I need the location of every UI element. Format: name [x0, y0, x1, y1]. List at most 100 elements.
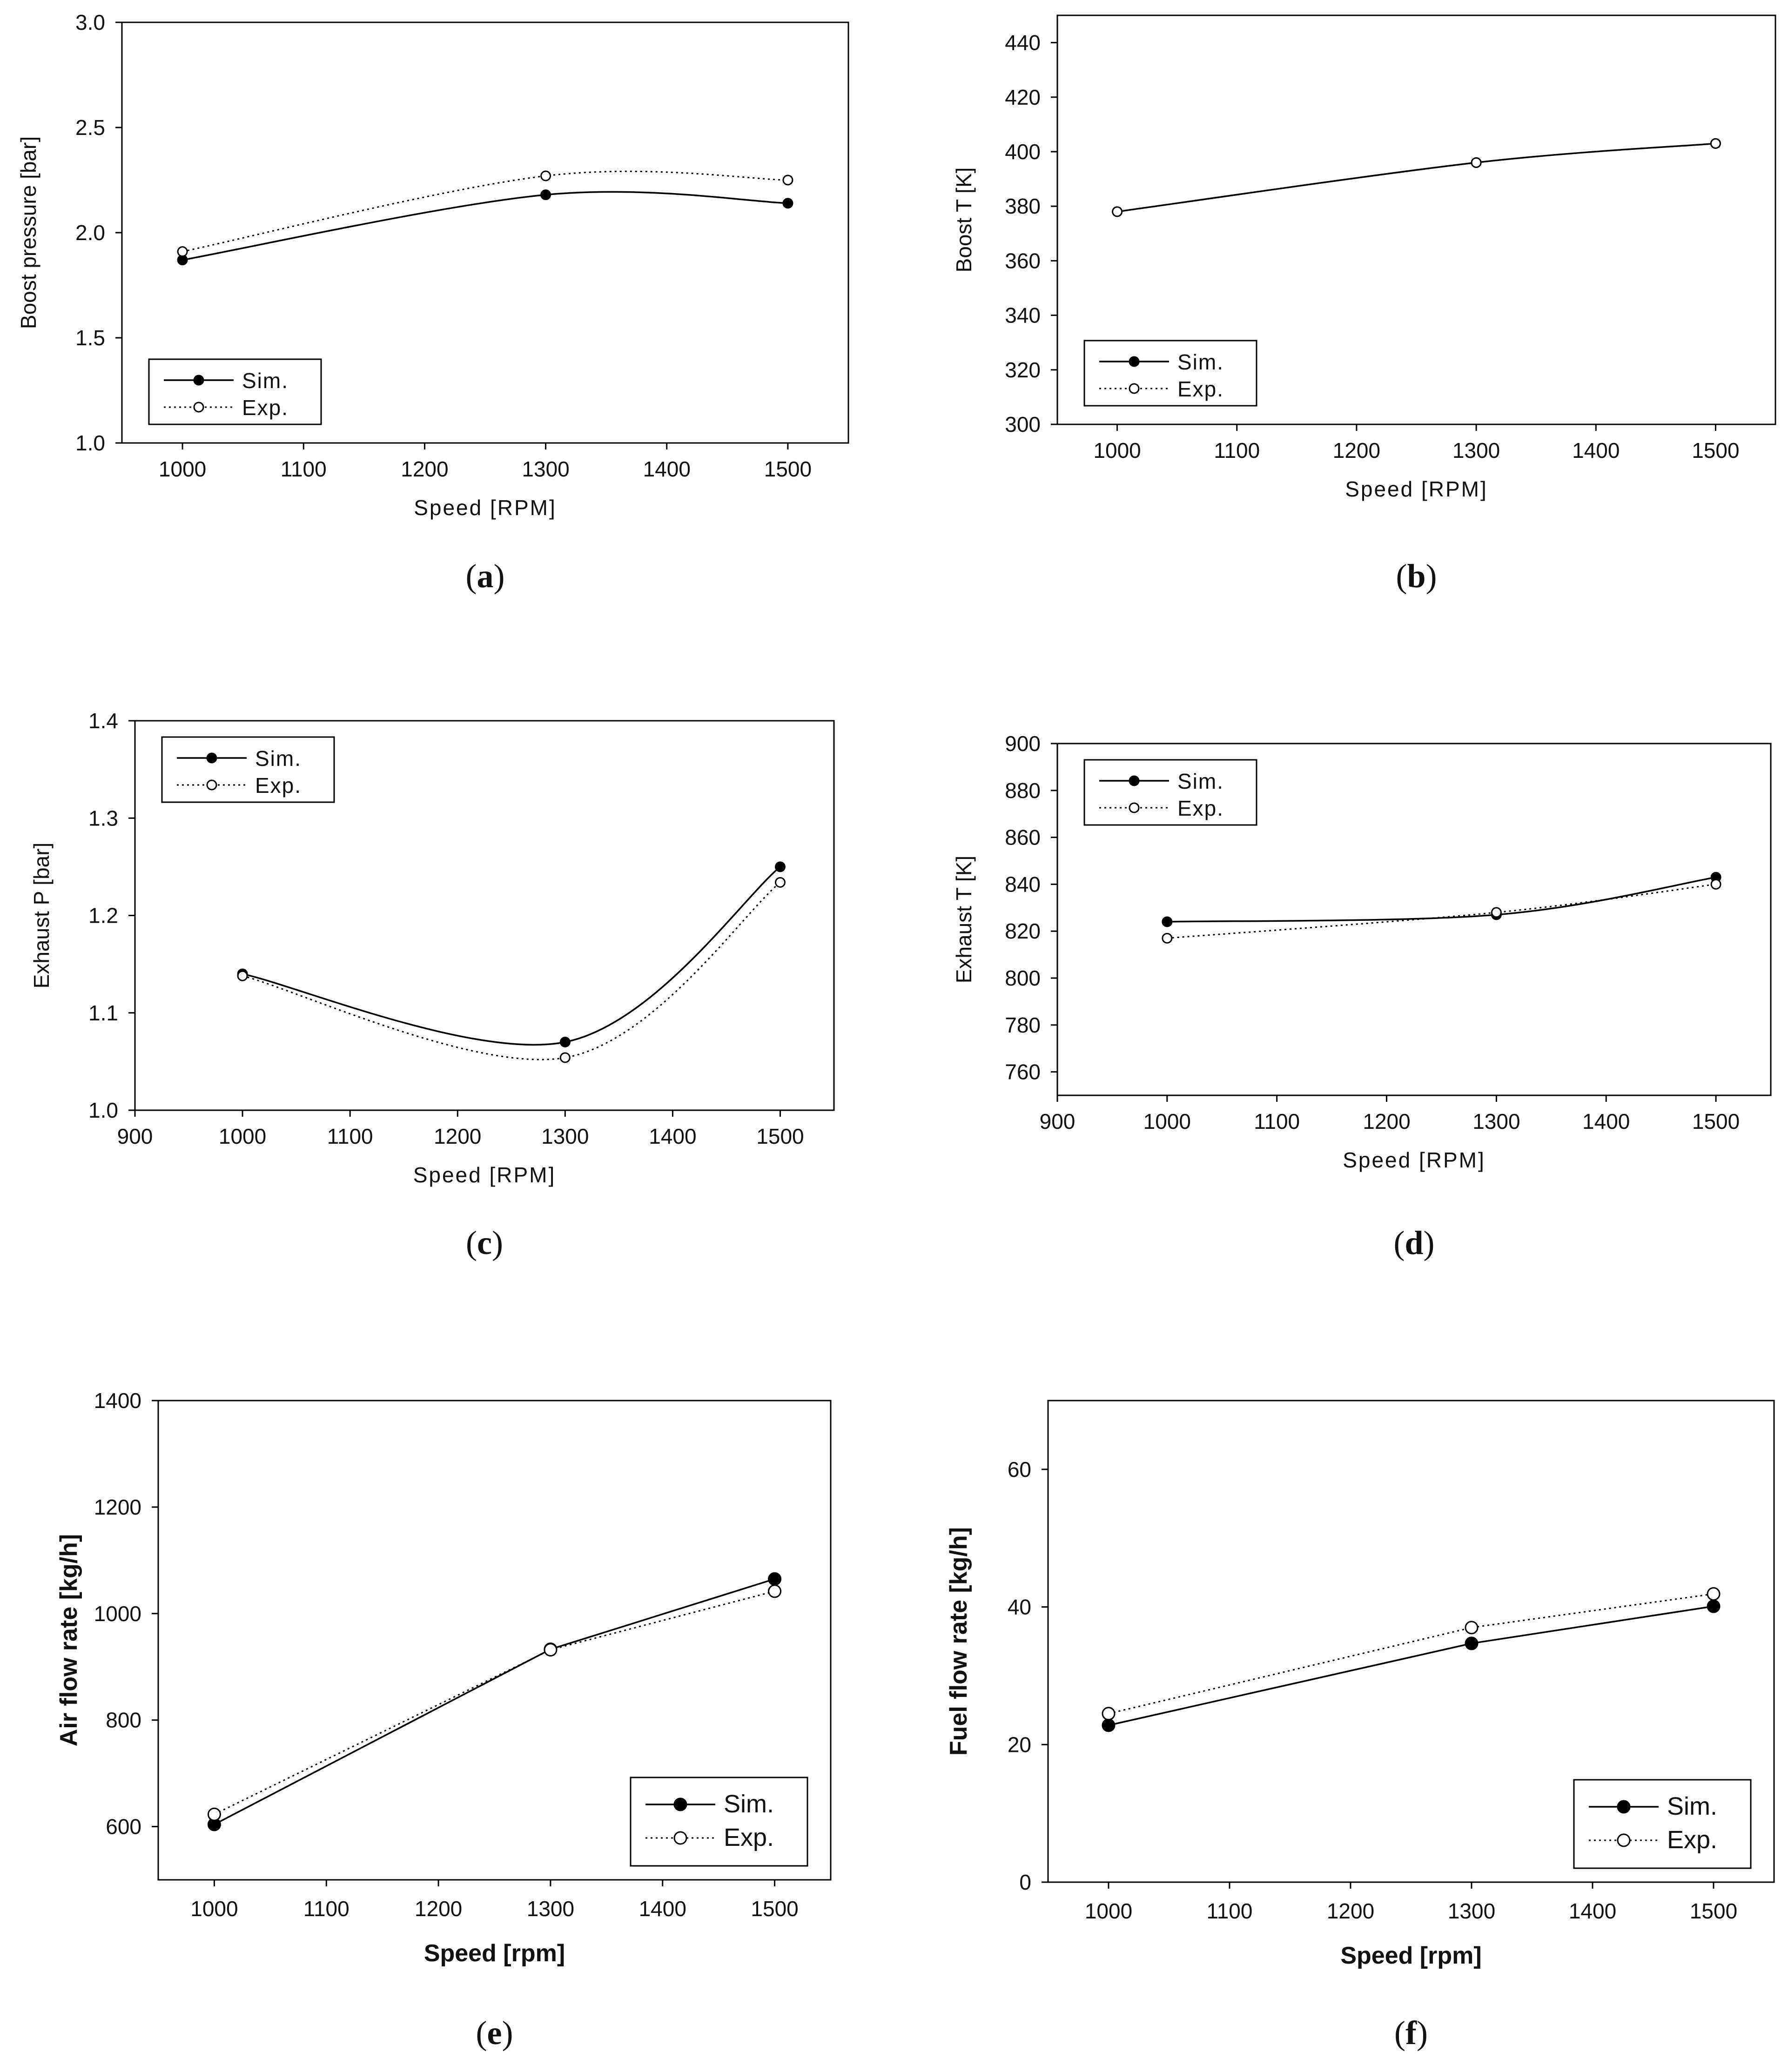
x-tick-label: 1000: [219, 1124, 266, 1148]
series-line-exp: [1108, 1593, 1714, 1715]
y-tick-label: 880: [1005, 778, 1041, 803]
y-tick-label: 1400: [94, 1388, 141, 1413]
legend-box: [1083, 759, 1257, 826]
x-tick-label: 1200: [401, 457, 448, 481]
x-tick-label: 1300: [1472, 1109, 1520, 1133]
legend-marker-sim: [206, 752, 217, 764]
y-tick-label: 1.1: [88, 1001, 118, 1025]
x-tick-label: 1300: [527, 1897, 574, 1921]
y-tick-label: 20: [1008, 1732, 1031, 1757]
chart-panel-c: 900 1000 1100 1200 1300 1400 1500 1.0 1.1 1.2 1.3 1…: [29, 709, 835, 1261]
data-point-sim: [782, 198, 793, 209]
legend-label-exp: Exp.: [255, 773, 302, 798]
legend-label-exp: Exp.: [724, 1824, 774, 1851]
x-tick-label: 1400: [639, 1897, 686, 1921]
y-tick-label: 760: [1005, 1060, 1041, 1084]
panel-caption: (c): [466, 1224, 503, 1261]
x-tick-label: 1500: [1692, 438, 1739, 463]
series-line-exp: [182, 170, 788, 253]
x-tick-label: 1400: [649, 1124, 696, 1148]
chart-panel-e: 1000 1100 1200 1300 1400 1500 600 800 1000 1200 14…: [55, 1388, 832, 2052]
y-tick-label: 400: [1005, 140, 1041, 164]
legend: Sim.Exp.: [1573, 1779, 1752, 1869]
x-tick-label: 1300: [522, 457, 569, 481]
x-tick-label: 1200: [1363, 1109, 1410, 1133]
legend: Sim.Exp.: [630, 1777, 808, 1867]
x-tick-label: 1500: [756, 1124, 804, 1148]
y-tick-label: 900: [1005, 731, 1041, 756]
x-axis-label: Speed [rpm]: [1340, 1942, 1481, 1969]
legend-marker-exp: [193, 402, 204, 413]
series-line-sim: [1167, 876, 1716, 923]
y-tick-label: 3.0: [75, 10, 105, 34]
legend: Sim.Exp.: [1083, 759, 1257, 826]
y-tick-label: 1.3: [88, 806, 118, 830]
x-axis-label: Speed [RPM]: [1343, 1148, 1486, 1172]
legend-label-sim: Sim.: [242, 369, 289, 393]
x-tick-label: 1000: [1085, 1899, 1132, 1923]
y-tick-label: 2.0: [75, 221, 105, 245]
y-axis-label: Boost T [K]: [952, 168, 976, 273]
chart-panel-d: 900 1000 1100 1200 1300 1400 1500 760 780 800 820 8…: [952, 731, 1772, 1261]
legend-label-exp: Exp.: [242, 396, 289, 420]
data-point-exp: [1707, 1587, 1721, 1601]
data-point-sim: [1707, 1599, 1721, 1613]
legend-box: [161, 736, 335, 803]
y-tick-label: 320: [1005, 358, 1041, 382]
data-point-exp: [237, 970, 248, 981]
legend-label-sim: Sim.: [1177, 350, 1224, 374]
y-tick-label: 1000: [94, 1602, 141, 1626]
y-tick-label: 1.4: [88, 709, 118, 733]
legend: Sim.Exp.: [161, 736, 335, 803]
panel-caption: (a): [466, 557, 505, 595]
series-line-exp: [242, 882, 781, 1060]
legend-marker-sim: [1617, 1800, 1631, 1814]
legend-marker-sim: [1129, 775, 1140, 786]
y-tick-label: 0: [1019, 1870, 1031, 1894]
x-tick-label: 1300: [1452, 438, 1500, 463]
data-point-exp: [1162, 932, 1173, 944]
data-point-sim: [768, 1572, 782, 1586]
y-tick-label: 1.0: [88, 1098, 118, 1122]
legend-box: [1573, 1779, 1752, 1869]
y-tick-label: 860: [1005, 825, 1041, 850]
x-tick-label: 1500: [751, 1897, 798, 1921]
x-tick-label: 1000: [159, 457, 206, 481]
data-point-sim: [559, 1037, 571, 1048]
panel-caption: (e): [476, 2014, 513, 2052]
legend-label-exp: Exp.: [1177, 377, 1224, 401]
x-tick-label: 1500: [1690, 1899, 1737, 1923]
x-tick-label: 900: [117, 1124, 153, 1148]
y-tick-label: 1.0: [75, 431, 105, 455]
x-tick-label: 900: [1040, 1109, 1075, 1133]
legend-box: [148, 358, 322, 425]
y-tick-label: 1200: [94, 1495, 141, 1519]
data-point-exp: [540, 170, 551, 181]
x-tick-label: 1400: [643, 457, 691, 481]
y-tick-label: 800: [106, 1708, 141, 1732]
chart-panel-f: 1000 1100 1200 1300 1400 1500 0 20 40 60 Speed [rp…: [945, 1400, 1775, 2052]
y-tick-label: 600: [106, 1815, 141, 1839]
data-point-exp: [1112, 206, 1123, 217]
legend-box: [1083, 340, 1257, 407]
x-tick-label: 1100: [1254, 1109, 1300, 1133]
legend: Sim. Exp.: [148, 358, 322, 425]
y-tick-label: 840: [1005, 872, 1041, 896]
x-tick-label: 1000: [190, 1897, 238, 1921]
plot-frame: [157, 1400, 832, 1881]
x-tick-label: 1500: [764, 457, 812, 481]
plot-frame: [1056, 743, 1772, 1096]
y-tick-label: 420: [1005, 85, 1041, 109]
x-axis-label: Speed [RPM]: [413, 1163, 556, 1187]
series-line-sim: [1117, 142, 1716, 213]
x-tick-label: 1200: [415, 1897, 462, 1921]
panel-caption: (f): [1394, 2014, 1428, 2052]
x-tick-label: 1000: [1143, 1109, 1191, 1133]
y-axis-label: Exhaust P [bar]: [29, 843, 54, 989]
series-line-exp: [1117, 142, 1716, 213]
x-tick-label: 1100: [1207, 1899, 1253, 1923]
data-point-exp: [1710, 878, 1721, 890]
x-tick-label: 1000: [1093, 438, 1141, 463]
data-point-exp: [177, 246, 188, 257]
